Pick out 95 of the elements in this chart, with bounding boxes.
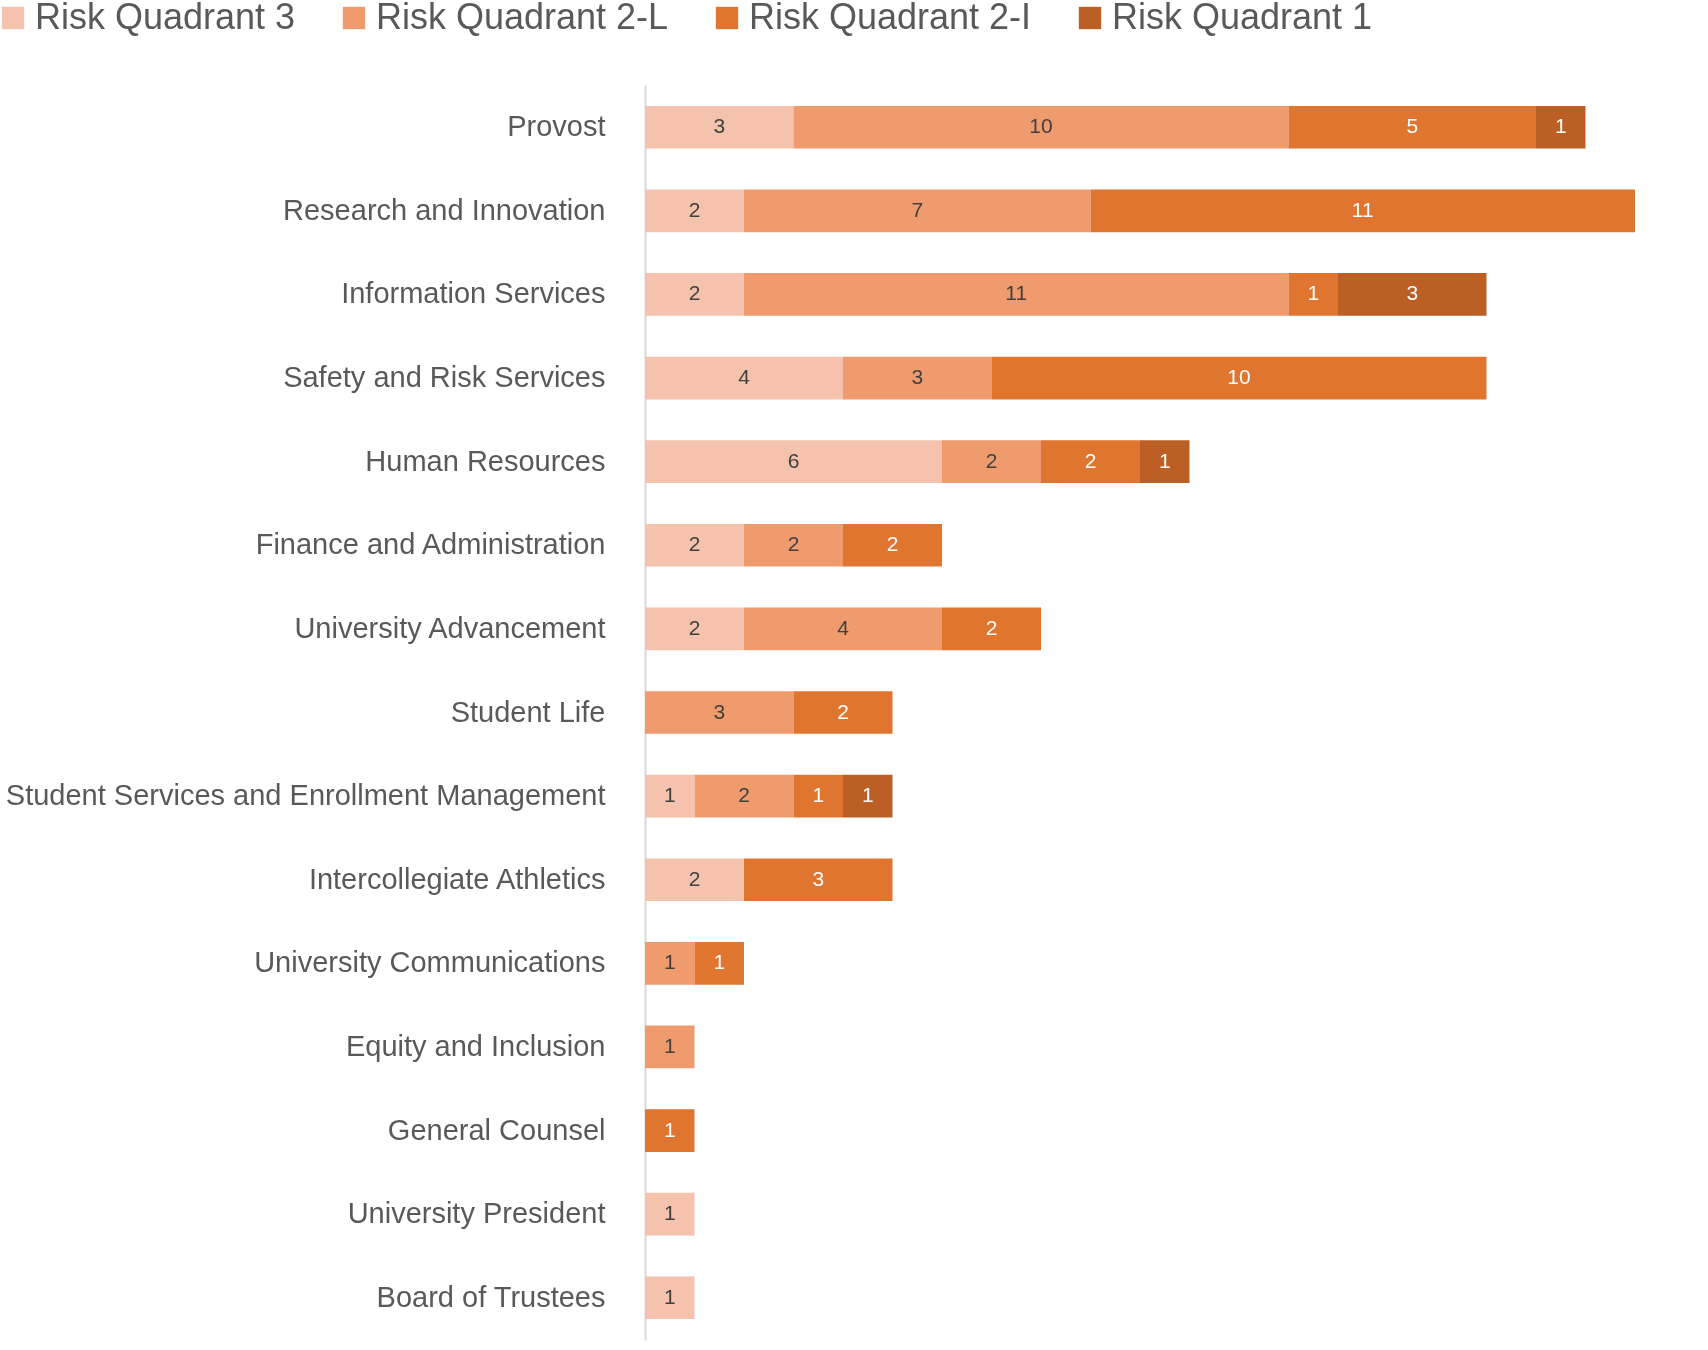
legend-label: Risk Quadrant 3 [35, 0, 296, 37]
bar [645, 273, 744, 316]
bar [843, 774, 893, 818]
data-label: 1 [663, 783, 676, 807]
data-label: 1 [1307, 281, 1320, 305]
y-tick-label: Research and Innovation [283, 193, 606, 226]
data-label: 1 [861, 783, 874, 807]
data-label: 1 [663, 1033, 676, 1057]
bar [645, 189, 744, 233]
data-label: 3 [713, 114, 726, 138]
data-label: 4 [837, 615, 850, 639]
bar [1288, 273, 1338, 316]
bar [1041, 440, 1140, 483]
bar [645, 1025, 695, 1069]
legend-label: Risk Quadrant 2-L [376, 0, 669, 37]
bar [694, 774, 794, 818]
bar [645, 691, 794, 734]
data-label: 1 [663, 950, 676, 974]
data-label: 10 [1029, 114, 1053, 138]
y-tick-label: Provost [507, 110, 606, 143]
bar [1338, 273, 1487, 316]
bar [843, 523, 942, 567]
bar [843, 356, 992, 400]
data-label: 1 [1158, 448, 1171, 472]
bar [645, 356, 843, 400]
bar [1140, 440, 1190, 483]
bar [1536, 105, 1586, 149]
data-label: 5 [1406, 114, 1419, 138]
data-label: 1 [663, 1284, 676, 1308]
bar [744, 189, 1091, 233]
y-tick-label: Equity and Inclusion [345, 1029, 606, 1062]
bar [645, 440, 942, 483]
data-label: 11 [1005, 281, 1028, 305]
data-label: 2 [688, 866, 701, 890]
data-label: 3 [812, 866, 825, 890]
data-label: 7 [911, 197, 924, 221]
data-label: 2 [985, 615, 998, 639]
data-label: 2 [837, 699, 849, 723]
data-label: 1 [713, 950, 726, 974]
bar [744, 523, 843, 567]
data-label: 3 [713, 699, 726, 723]
data-label: 2 [787, 532, 800, 556]
data-label: 1 [1554, 114, 1567, 138]
bar [645, 774, 695, 818]
y-tick-label: Information Services [341, 277, 606, 310]
bar [942, 440, 1041, 483]
data-label: 2 [738, 783, 750, 807]
data-label: 10 [1227, 365, 1251, 389]
bar [645, 1109, 695, 1152]
data-label: 1 [812, 783, 825, 807]
bar [991, 356, 1487, 400]
bar [645, 858, 744, 902]
bar [1090, 189, 1635, 233]
data-label: 1 [663, 1117, 676, 1141]
data-label: 11 [1351, 197, 1374, 221]
y-tick-label: Student Services and Enrollment Management [5, 779, 606, 812]
y-tick-label: University Advancement [294, 611, 606, 644]
bar [744, 607, 942, 651]
data-label: 2 [886, 532, 899, 556]
data-label: 3 [911, 365, 924, 389]
bar [1288, 105, 1536, 149]
bar [793, 691, 893, 734]
data-label: 2 [688, 615, 701, 639]
bar [744, 273, 1289, 316]
data-label: 2 [688, 197, 701, 221]
legend-label: Risk Quadrant 2-I [749, 0, 1032, 37]
bar [942, 607, 1041, 651]
data-label: 6 [787, 448, 800, 472]
y-tick-label: Student Life [450, 695, 606, 728]
bar [645, 942, 695, 985]
bar [645, 1192, 695, 1236]
bar [793, 105, 1289, 149]
data-label: 3 [1406, 281, 1419, 305]
y-tick-label: University President [347, 1197, 606, 1230]
bar [694, 942, 744, 985]
data-label: 4 [738, 365, 751, 389]
y-tick-label: Human Resources [365, 444, 606, 477]
bar [645, 607, 744, 651]
bar [744, 858, 893, 902]
data-label: 2 [985, 448, 998, 472]
bar [645, 523, 744, 567]
bar [645, 105, 794, 149]
bar [793, 774, 843, 818]
y-tick-label: University Communications [254, 946, 606, 979]
y-tick-label: General Counsel [387, 1113, 606, 1146]
data-label: 2 [688, 532, 701, 556]
y-tick-label: Intercollegiate Athletics [308, 862, 606, 895]
y-tick-label: Safety and Risk Services [283, 361, 606, 394]
y-tick-label: Board of Trustees [376, 1280, 606, 1313]
bar [645, 1276, 695, 1320]
legend-label: Risk Quadrant 1 [1112, 0, 1373, 37]
data-label: 1 [663, 1201, 676, 1225]
data-label: 2 [1084, 448, 1097, 472]
data-label: 2 [688, 281, 701, 305]
y-tick-label: Finance and Administration [255, 528, 606, 561]
